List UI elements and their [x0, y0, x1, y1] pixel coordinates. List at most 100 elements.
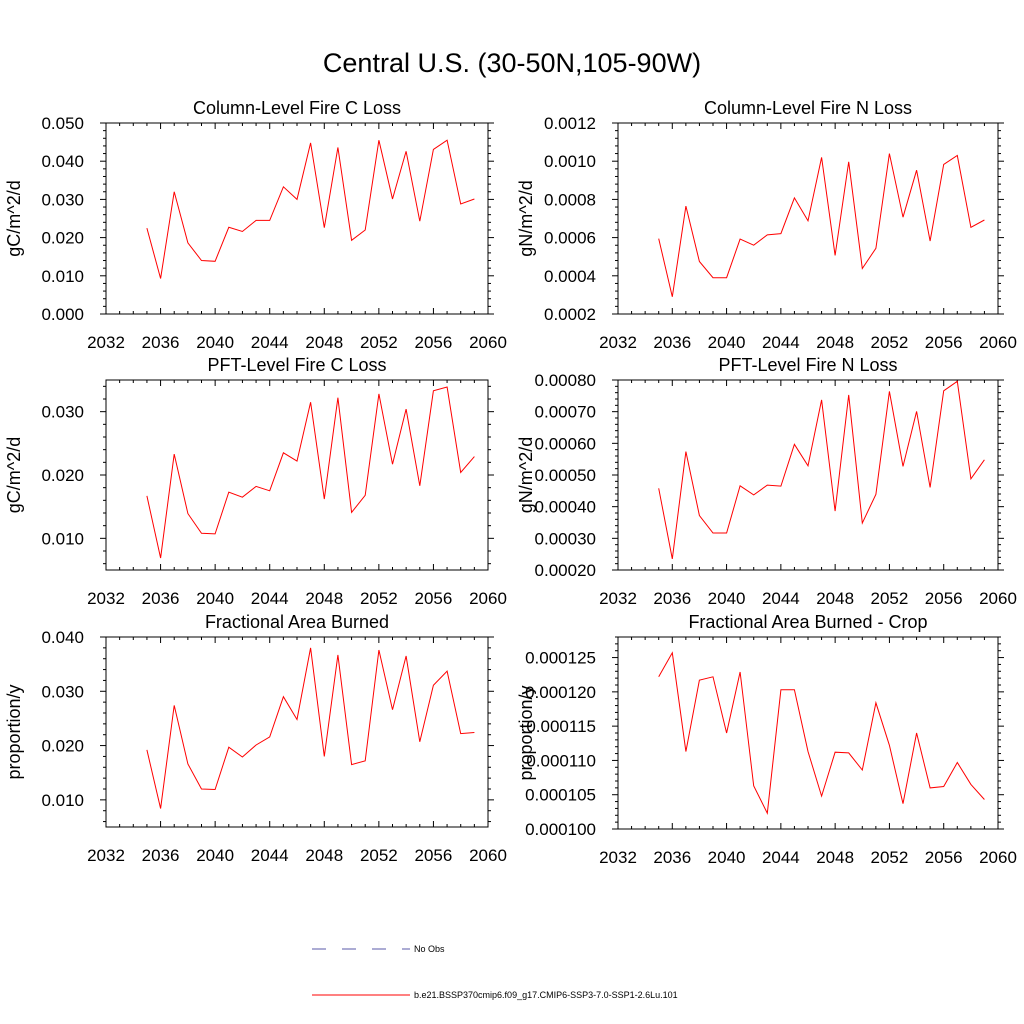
panel-title: Column-Level Fire N Loss: [704, 98, 912, 118]
x-tick-label: 2032: [87, 846, 125, 865]
chart-panel-2: Column-Level Fire N Loss gN/m^2/d 2032 2036…: [516, 98, 1017, 352]
y-tick-label: 0.00040: [535, 498, 596, 517]
y-tick-label: 0.0006: [544, 229, 596, 248]
x-tick-label: 2032: [87, 589, 125, 608]
x-tick-label: 2044: [251, 333, 289, 352]
y-axis-label: gC/m^2/d: [4, 180, 24, 256]
panel-title: Fractional Area Burned: [205, 612, 389, 632]
x-tick-label: 2036: [653, 848, 691, 867]
y-tick-label: 0.040: [41, 628, 84, 647]
chart-panel-4: PFT-Level Fire N Loss gN/m^2/d 2032 2036 204…: [516, 355, 1017, 608]
x-tick-label: 2040: [708, 589, 746, 608]
legend: No Obs b.e21.BSSP370cmip6.f09_g17.CMIP6-…: [312, 944, 678, 1000]
panel-title: PFT-Level Fire C Loss: [207, 355, 386, 375]
plot-frame: [617, 636, 999, 830]
x-tick-label: 2056: [415, 333, 453, 352]
y-tick-label: 0.050: [41, 114, 84, 133]
plot-frame: [105, 122, 489, 315]
y-tick-label: 0.010: [41, 791, 84, 810]
x-tick-label: 2040: [196, 846, 234, 865]
y-tick-label: 0.00080: [535, 371, 596, 390]
x-tick-label: 2052: [360, 846, 398, 865]
panel-title: Fractional Area Burned - Crop: [688, 612, 927, 632]
y-axis-label: gN/m^2/d: [516, 180, 536, 256]
y-tick-label: 0.000110: [526, 751, 596, 770]
x-tick-label: 2052: [871, 589, 909, 608]
x-tick-label: 2036: [653, 333, 691, 352]
x-tick-label: 2060: [979, 589, 1017, 608]
x-tick-label: 2040: [196, 589, 234, 608]
y-tick-label: 0.000: [41, 305, 84, 324]
chart-panel-6: Fractional Area Burned - Crop proportion/…: [516, 612, 1017, 867]
x-tick-label: 2036: [142, 333, 180, 352]
y-tick-label: 0.0008: [544, 190, 596, 209]
x-tick-label: 2036: [142, 589, 180, 608]
x-tick-label: 2036: [142, 846, 180, 865]
y-axis-label: gN/m^2/d: [516, 437, 536, 513]
y-tick-label: 0.010: [41, 267, 84, 286]
x-tick-label: 2044: [762, 589, 800, 608]
x-tick-label: 2048: [305, 589, 343, 608]
x-tick-label: 2056: [925, 848, 963, 867]
y-tick-label: 0.0010: [544, 152, 596, 171]
y-tick-label: 0.000125: [525, 649, 596, 668]
y-tick-label: 0.00050: [535, 466, 596, 485]
x-tick-label: 2040: [708, 333, 746, 352]
y-tick-label: 0.030: [41, 190, 84, 209]
y-tick-label: 0.00070: [535, 403, 596, 422]
x-tick-label: 2048: [305, 333, 343, 352]
x-tick-label: 2032: [599, 333, 637, 352]
plot-frame: [105, 636, 489, 828]
series-line: [146, 647, 475, 809]
x-tick-label: 2032: [599, 589, 637, 608]
x-tick-label: 2040: [196, 333, 234, 352]
y-tick-label: 0.010: [41, 529, 84, 548]
x-tick-label: 2060: [469, 333, 507, 352]
x-tick-label: 2048: [816, 848, 854, 867]
y-tick-label: 0.020: [41, 229, 84, 248]
y-tick-label: 0.030: [41, 403, 84, 422]
x-tick-label: 2048: [305, 846, 343, 865]
panels: Column-Level Fire C Loss gC/m^2/d 2032 2036…: [4, 98, 1017, 867]
y-tick-label: 0.000115: [526, 717, 596, 736]
y-tick-label: 0.000120: [525, 683, 596, 702]
panel-title: Column-Level Fire C Loss: [193, 98, 401, 118]
y-tick-label: 0.020: [41, 466, 84, 485]
x-tick-label: 2060: [469, 589, 507, 608]
x-tick-label: 2044: [762, 333, 800, 352]
x-tick-label: 2056: [415, 846, 453, 865]
y-tick-label: 0.020: [41, 737, 84, 756]
y-tick-label: 0.00020: [535, 561, 596, 580]
x-tick-label: 2056: [415, 589, 453, 608]
panel-title: PFT-Level Fire N Loss: [718, 355, 897, 375]
x-tick-label: 2048: [816, 333, 854, 352]
y-tick-label: 0.0002: [544, 305, 596, 324]
x-tick-label: 2052: [871, 333, 909, 352]
chart-panel-5: Fractional Area Burned proportion/y 2032 20…: [4, 612, 507, 865]
y-tick-label: 0.00030: [535, 529, 596, 548]
series-line: [146, 139, 475, 279]
chart-panel-1: Column-Level Fire C Loss gC/m^2/d 2032 2036…: [4, 98, 507, 352]
y-axis-label: gC/m^2/d: [4, 437, 24, 513]
figure-title: Central U.S. (30-50N,105-90W): [322, 48, 702, 78]
x-tick-label: 2052: [360, 589, 398, 608]
x-tick-label: 2044: [762, 848, 800, 867]
y-tick-label: 0.0012: [544, 114, 596, 133]
y-tick-label: 0.030: [41, 682, 84, 701]
x-tick-label: 2032: [87, 333, 125, 352]
legend-obs-label: No Obs: [414, 944, 445, 954]
x-tick-label: 2052: [871, 848, 909, 867]
y-axis-label: proportion/y: [4, 684, 24, 779]
x-tick-label: 2032: [599, 848, 637, 867]
x-tick-label: 2052: [360, 333, 398, 352]
x-tick-label: 2060: [979, 848, 1017, 867]
x-tick-label: 2056: [925, 333, 963, 352]
chart-panel-3: PFT-Level Fire C Loss gC/m^2/d 2032 2036 204…: [4, 355, 507, 608]
legend-model-label: b.e21.BSSP370cmip6.f09_g17.CMIP6-SSP3-7.…: [414, 990, 678, 1000]
y-tick-label: 0.000100: [525, 820, 596, 839]
x-tick-label: 2060: [979, 333, 1017, 352]
x-tick-label: 2060: [469, 846, 507, 865]
y-tick-label: 0.00060: [535, 434, 596, 453]
x-tick-label: 2056: [925, 589, 963, 608]
